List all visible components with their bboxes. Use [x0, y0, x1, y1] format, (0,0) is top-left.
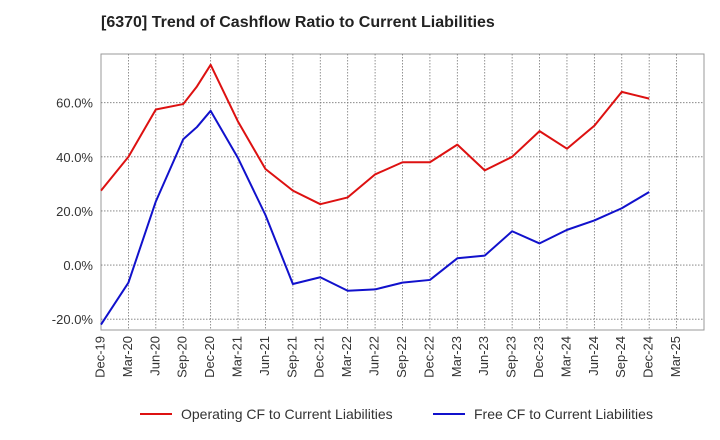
chart-title: [6370] Trend of Cashflow Ratio to Curren… — [101, 14, 495, 31]
x-tick-label: Dec-21 — [312, 336, 327, 378]
series-line-free-cf — [100, 109, 650, 326]
legend-label-operating-cf: Operating CF to Current Liabilities — [181, 406, 393, 422]
x-tick-label: Mar-21 — [229, 336, 244, 377]
x-tick-label: Sep-20 — [175, 336, 190, 378]
x-tick-label: Sep-21 — [284, 336, 299, 378]
y-tick-label: -20.0% — [52, 312, 94, 327]
legend: Operating CF to Current Liabilities Free… — [140, 406, 653, 422]
series-line-operating-cf — [100, 63, 650, 206]
x-tick-label: Jun-24 — [586, 336, 601, 376]
x-tick-label: Jun-22 — [367, 336, 382, 376]
x-tick-label: Jun-21 — [257, 336, 272, 376]
x-tick-label: Jun-20 — [147, 336, 162, 376]
x-tick-label: Mar-23 — [449, 336, 464, 377]
x-axis-ticks: Dec-19 Mar-20 Jun-20 Sep-20 Dec-20 Mar-21 Jun-… — [92, 336, 683, 378]
series-layer — [100, 63, 650, 326]
x-tick-label: Dec-22 — [421, 336, 436, 378]
grid-lines — [101, 54, 704, 330]
y-tick-label: 0.0% — [63, 258, 93, 273]
legend-label-free-cf: Free CF to Current Liabilities — [474, 406, 653, 422]
x-tick-label: Sep-22 — [394, 336, 409, 378]
x-tick-label: Mar-24 — [558, 336, 573, 377]
x-tick-label: Sep-24 — [613, 336, 628, 378]
x-tick-label: Dec-24 — [641, 336, 656, 378]
y-tick-label: 20.0% — [56, 204, 93, 219]
y-axis-ticks: -20.0% 0.0% 20.0% 40.0% 60.0% — [52, 96, 94, 327]
y-tick-label: 60.0% — [56, 96, 93, 111]
y-tick-label: 40.0% — [56, 150, 93, 165]
x-tick-label: Dec-19 — [92, 336, 107, 378]
x-tick-label: Sep-23 — [504, 336, 519, 378]
x-tick-label: Dec-20 — [202, 336, 217, 378]
x-tick-label: Mar-20 — [120, 336, 135, 377]
x-tick-label: Mar-25 — [668, 336, 683, 377]
x-tick-label: Mar-22 — [339, 336, 354, 377]
x-tick-label: Dec-23 — [531, 336, 546, 378]
x-tick-label: Jun-23 — [476, 336, 491, 376]
